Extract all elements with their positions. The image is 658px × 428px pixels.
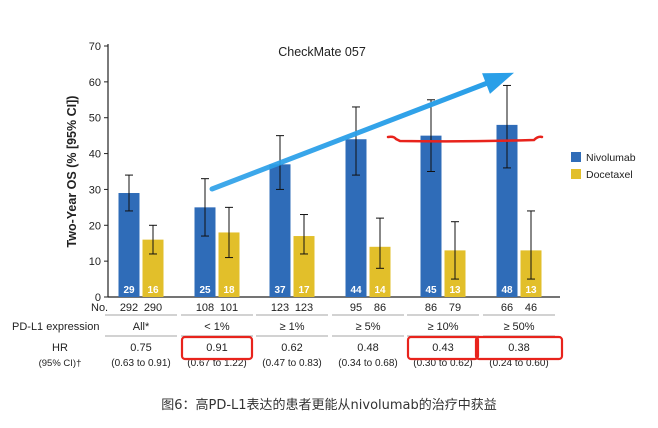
y-tick-label: 70: [89, 41, 101, 53]
bar-value-label: 16: [147, 285, 159, 296]
bar-docetaxel: [142, 239, 164, 297]
legend-label-docetaxel: Docetaxel: [586, 169, 633, 181]
bar-value-label: 45: [425, 285, 437, 296]
pdl1-group-label: All*: [133, 321, 150, 333]
hr-value: 0.62: [281, 342, 302, 354]
hr-value: 0.75: [130, 342, 151, 354]
hr-value: 0.38: [508, 342, 529, 354]
patient-count: 123: [295, 302, 313, 314]
bar-value-label: 14: [374, 285, 386, 296]
legend-swatch-nivolumab: [571, 152, 581, 162]
patient-count: 66: [501, 302, 513, 314]
figure-caption: 图6：高PD-L1表达的患者更能从nivolumab的治疗中获益: [161, 398, 497, 413]
hr-ci-value: (0.67 to 1.22): [187, 358, 246, 369]
bar-value-label: 44: [350, 285, 362, 296]
bar-value-label: 37: [274, 285, 286, 296]
patient-count: 101: [220, 302, 238, 314]
bar-value-label: 13: [449, 285, 461, 296]
patient-count: 290: [144, 302, 162, 314]
bar-docetaxel: [293, 236, 315, 297]
patient-count: 95: [350, 302, 362, 314]
hr-ci-value: (0.30 to 0.62): [413, 358, 472, 369]
pdl1-group-label: ≥ 10%: [427, 321, 458, 333]
patient-count: 123: [271, 302, 289, 314]
bar-value-label: 25: [199, 285, 211, 296]
y-tick-label: 60: [89, 77, 101, 89]
axes: 0 10 20 30 40 50 60 70 Two-Year OS (% [95% CI]) C…: [65, 41, 560, 304]
legend-label-nivolumab: Nivolumab: [586, 152, 636, 164]
patient-count: 292: [120, 302, 138, 314]
bar-value-label: 13: [525, 285, 537, 296]
patient-count: 79: [449, 302, 461, 314]
legend: Nivolumab Docetaxel: [571, 152, 636, 181]
red-threshold-line: [386, 135, 544, 143]
bars: 29 25 37 44 45 48 16 18 17 14 13 13: [118, 84, 542, 297]
bar-nivolumab: [118, 193, 140, 297]
pdl1-group-label: ≥ 1%: [280, 321, 305, 333]
hr-highlight-box: [180, 335, 254, 361]
pdl1-group-label: ≥ 50%: [503, 321, 534, 333]
trend-arrow-shaft: [209, 79, 493, 192]
y-tick-label: 30: [89, 184, 101, 196]
hr-value: 0.91: [206, 342, 227, 354]
y-axis-title: Two-Year OS (% [95% CI]): [65, 96, 79, 248]
y-tick-label: 50: [89, 113, 101, 125]
bar-chart: 0 10 20 30 40 50 60 70 Two-Year OS (% [95% CI]) C…: [12, 41, 636, 369]
legend-swatch-docetaxel: [571, 169, 581, 179]
ci-row-label: (95% CI)†: [39, 358, 82, 369]
bar-docetaxel: [218, 232, 240, 297]
bar-value-label: 17: [298, 285, 310, 296]
bar-value-label: 48: [501, 285, 513, 296]
bar-nivolumab: [269, 164, 291, 297]
patient-count: 86: [425, 302, 437, 314]
no-label: No.: [91, 302, 108, 314]
pdl1-row-label: PD-L1 expression: [12, 321, 99, 333]
y-tick-label: 0: [95, 292, 101, 304]
bar-nivolumab: [496, 124, 518, 297]
hr-value: 0.43: [432, 342, 453, 354]
y-tick-label: 40: [89, 149, 101, 161]
hr-ci-value: (0.34 to 0.68): [338, 358, 397, 369]
y-tick-label: 10: [89, 256, 101, 268]
chart-title: CheckMate 057: [278, 45, 366, 59]
bar-nivolumab: [345, 139, 367, 297]
hr-row-label: HR: [52, 342, 68, 354]
pdl1-group-label: < 1%: [204, 321, 230, 333]
hr-highlight-box: [474, 335, 564, 361]
y-tick-label: 20: [89, 220, 101, 232]
bar-nivolumab: [194, 207, 216, 297]
trend-arrow-head: [482, 72, 514, 94]
subgroup-table: No. PD-L1 expression HR (95% CI)† 292 290 All*…: [12, 302, 564, 369]
annotations: [209, 72, 544, 192]
bar-value-label: 18: [223, 285, 235, 296]
hr-ci-value: (0.47 to 0.83): [262, 358, 321, 369]
hr-value: 0.48: [357, 342, 378, 354]
pdl1-group-label: ≥ 5%: [356, 321, 381, 333]
patient-count: 108: [196, 302, 214, 314]
bar-value-label: 29: [123, 285, 135, 296]
bar-docetaxel: [369, 246, 391, 297]
hr-ci-value: (0.63 to 0.91): [111, 358, 170, 369]
hr-highlight-box: [406, 335, 480, 361]
patient-count: 86: [374, 302, 386, 314]
patient-count: 46: [525, 302, 537, 314]
hr-ci-value: (0.24 to 0.60): [489, 358, 548, 369]
bar-nivolumab: [420, 135, 442, 297]
